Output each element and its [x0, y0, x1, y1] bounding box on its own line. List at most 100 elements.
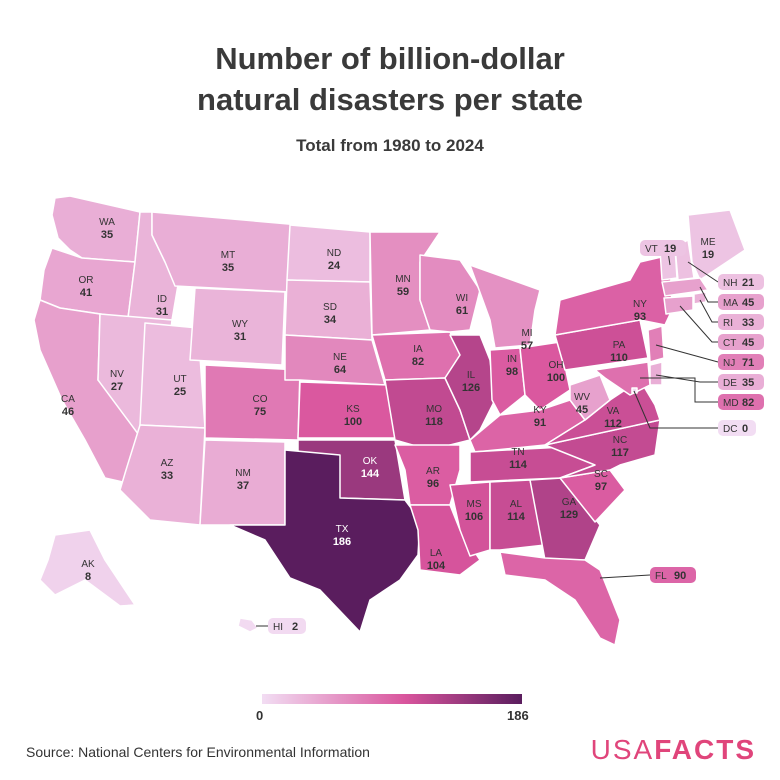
callout-box-ma — [718, 294, 764, 310]
state-value-label-mo: 118 — [425, 416, 443, 428]
callout-box-de — [718, 374, 764, 390]
callout-box-hi — [268, 618, 306, 634]
state-value-label-wi: 61 — [456, 305, 468, 317]
callout-value-fl: 90 — [674, 570, 686, 582]
state-code-label-nv: NV — [110, 369, 124, 380]
state-value-label-in: 98 — [506, 366, 518, 378]
state-de — [649, 361, 663, 386]
chart-subtitle: Total from 1980 to 2024 — [296, 136, 484, 155]
state-code-label-ny: NY — [633, 299, 647, 310]
state-value-label-me: 19 — [702, 249, 714, 261]
state-value-label-ga: 129 — [560, 509, 578, 521]
state-hi — [237, 617, 259, 633]
state-ak — [39, 529, 136, 607]
callout-box-nj — [718, 354, 764, 370]
state-wv — [569, 374, 611, 421]
source-note: Source: National Centers for Environment… — [26, 744, 370, 760]
state-nj — [647, 325, 665, 363]
callout-code-ma: MA — [723, 298, 738, 309]
state-code-label-wv: WV — [574, 392, 590, 403]
state-code-label-sc: SC — [594, 469, 608, 480]
leader-line-md — [640, 377, 718, 403]
state-value-label-tn: 114 — [509, 459, 528, 471]
state-al — [489, 479, 546, 551]
state-value-label-nm: 37 — [237, 480, 249, 492]
state-value-label-or: 41 — [80, 287, 92, 299]
state-code-label-in: IN — [507, 354, 517, 365]
state-code-label-ky: KY — [533, 405, 547, 416]
state-value-label-wv: 45 — [576, 404, 588, 416]
state-value-label-ny: 93 — [634, 311, 646, 323]
state-ny — [554, 254, 673, 336]
state-mi — [469, 264, 541, 349]
leader-line-ct — [679, 305, 718, 343]
state-code-label-oh: OH — [549, 360, 564, 371]
state-value-label-wy: 31 — [234, 331, 246, 343]
leader-line-de — [655, 374, 718, 383]
state-code-label-ga: GA — [562, 497, 577, 508]
leader-line-fl — [599, 574, 651, 579]
state-code-label-mt: MT — [221, 250, 235, 261]
state-code-label-ms: MS — [467, 499, 482, 510]
state-code-label-ak: AK — [81, 559, 95, 570]
leader-line-ma — [699, 286, 718, 303]
state-value-label-ms: 106 — [465, 511, 483, 523]
callout-code-nh: NH — [723, 278, 737, 289]
callout-value-hi: 2 — [292, 621, 298, 633]
state-code-label-mi: MI — [521, 328, 532, 339]
leader-line-ri — [699, 299, 718, 323]
state-code-label-la: LA — [430, 548, 443, 559]
state-code-label-az: AZ — [161, 458, 174, 469]
callout-box-md — [718, 394, 764, 410]
state-code-label-mo: MO — [426, 404, 442, 415]
state-value-label-ky: 91 — [534, 417, 546, 429]
state-code-label-wi: WI — [456, 293, 468, 304]
state-value-label-id: 31 — [156, 306, 168, 318]
callout-box-dc — [718, 420, 756, 436]
state-value-label-nd: 24 — [328, 260, 341, 272]
callout-value-dc: 0 — [742, 423, 748, 435]
leader-line-nj — [655, 344, 719, 363]
state-ne — [284, 334, 386, 386]
callout-value-ct: 45 — [742, 337, 754, 349]
state-value-label-ak: 8 — [85, 571, 91, 583]
state-code-label-wa: WA — [99, 217, 115, 228]
callout-box-vt — [640, 240, 686, 256]
state-value-label-co: 75 — [254, 406, 266, 418]
state-value-label-ne: 64 — [334, 364, 347, 376]
callout-code-nj: NJ — [723, 358, 735, 369]
state-mt — [151, 211, 301, 293]
title-line-1: Number of billion-dollar — [215, 41, 565, 76]
state-code-label-wy: WY — [232, 319, 248, 330]
state-value-label-oh: 100 — [547, 372, 565, 384]
state-me — [687, 209, 746, 281]
state-code-label-il: IL — [467, 370, 476, 381]
state-dc — [631, 387, 638, 394]
state-value-label-il: 126 — [462, 382, 480, 394]
state-ms — [449, 481, 491, 557]
callout-code-hi: HI — [273, 622, 283, 633]
labels-layer: WA35OR41CA46ID31NV27UT25AZ33MT35WY31CO75… — [61, 217, 716, 583]
legend-gradient-bar — [262, 694, 522, 704]
callout-code-de: DE — [723, 378, 737, 389]
state-tx — [229, 449, 421, 633]
state-value-label-ut: 25 — [174, 386, 186, 398]
leader-line-dc — [633, 390, 718, 429]
state-code-label-ca: CA — [61, 394, 75, 405]
callout-value-nh: 21 — [742, 277, 754, 289]
callout-code-vt: VT — [645, 244, 658, 255]
state-ma — [661, 277, 709, 297]
callout-value-md: 82 — [742, 397, 754, 409]
state-oh — [519, 341, 571, 411]
state-value-label-az: 33 — [161, 470, 173, 482]
callout-value-de: 35 — [742, 377, 754, 389]
state-value-label-ks: 100 — [344, 416, 362, 428]
callout-code-md: MD — [723, 398, 739, 409]
callout-box-fl — [650, 567, 696, 583]
chart-title: Number of billion-dollar natural disaste… — [0, 38, 780, 120]
title-line-2: natural disasters per state — [197, 82, 583, 117]
callout-code-ri: RI — [723, 318, 733, 329]
state-wy — [189, 287, 286, 366]
